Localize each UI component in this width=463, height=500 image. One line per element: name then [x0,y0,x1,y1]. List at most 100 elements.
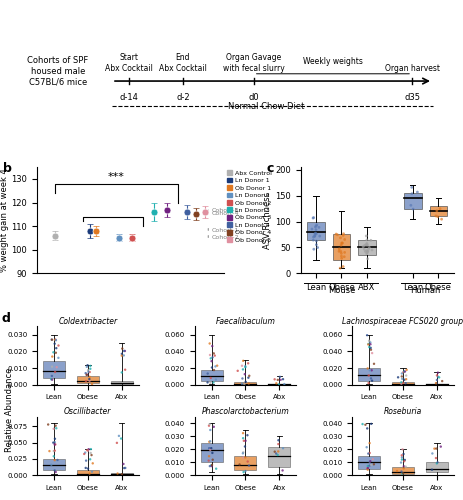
Bar [111,382,133,384]
Y-axis label: % weight gain at week 4: % weight gain at week 4 [0,168,9,272]
Point [332,230,340,238]
Point [120,352,127,360]
Point [399,446,406,454]
Point [434,212,442,220]
Point [433,379,440,387]
Point [275,440,282,448]
Point [362,248,369,256]
Point [206,462,213,470]
Point [210,366,218,374]
Point [400,368,408,376]
Point [113,439,120,447]
Point [336,245,343,253]
Point [206,452,213,460]
Point [365,379,372,387]
Point [399,375,406,383]
Point [239,366,247,374]
Point [434,368,442,376]
Bar [392,382,414,384]
Text: ***: *** [108,172,125,182]
Point [398,380,405,388]
Point [87,365,94,373]
Point [48,336,56,344]
Point [402,375,410,383]
Point [271,448,278,456]
Point [437,442,444,450]
Point [87,445,94,453]
Point [281,380,288,388]
Point [433,460,441,468]
Point [118,352,125,360]
Text: d: d [1,312,10,325]
Point [239,357,247,365]
Point [53,424,60,432]
Point [364,340,372,348]
Point [274,451,282,459]
Point [312,229,319,237]
Point [82,377,90,385]
Point [368,366,375,374]
Point [120,464,128,472]
Point [398,452,406,460]
Point [87,449,94,457]
Point [363,246,370,254]
Point [312,223,319,231]
Point [87,362,94,370]
Point [242,362,249,370]
Point [366,439,373,447]
Text: Organ harvest: Organ harvest [385,64,439,73]
Point [433,207,440,215]
Text: d-2: d-2 [176,92,190,102]
Point [361,242,369,250]
Point [51,456,58,464]
Point [48,460,55,468]
Point [367,340,374,348]
Point [400,457,408,465]
Point [363,241,371,249]
Point [408,184,415,192]
Point [359,242,367,250]
Point [239,450,247,458]
Point [400,368,407,376]
Point [48,362,56,370]
Text: d35: d35 [404,92,420,102]
Point [52,422,59,430]
Point [55,354,62,362]
Point [213,362,221,370]
Bar [234,456,257,470]
Bar [43,459,65,470]
Point [370,460,378,468]
Point [121,347,129,355]
Point [366,244,373,252]
Point [369,456,376,464]
Point [402,379,409,387]
Point [208,357,215,365]
Point [242,467,249,475]
Point [207,378,214,386]
Point [121,366,129,374]
Point [204,370,212,378]
Title: Coldextribacter: Coldextribacter [58,316,118,326]
Point [241,442,249,450]
Point [207,354,214,362]
Point [52,440,59,448]
Text: d-14: d-14 [119,92,138,102]
Point [88,468,96,475]
Point [205,456,213,464]
Point [84,464,92,472]
Point [366,343,373,351]
Bar [358,456,380,468]
Point [366,462,373,469]
Point [81,450,88,458]
Point [239,448,247,456]
Point [432,444,440,452]
Point [334,231,341,239]
Point [408,190,416,198]
Point [438,215,445,223]
Point [407,202,414,209]
Point [238,380,246,388]
Point [276,373,284,381]
Point [363,331,371,339]
Point [339,232,347,239]
Text: Normal Chow Diet: Normal Chow Diet [228,102,304,112]
